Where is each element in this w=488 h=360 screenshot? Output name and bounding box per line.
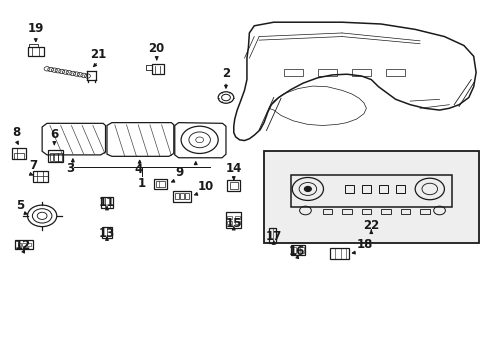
Bar	[227, 180, 240, 191]
Bar	[292, 247, 296, 253]
Text: 12: 12	[15, 239, 31, 252]
Bar	[28, 47, 43, 56]
Bar	[154, 179, 167, 189]
Circle shape	[304, 186, 311, 192]
Bar	[419, 209, 429, 215]
Bar	[341, 209, 351, 215]
Bar	[59, 153, 62, 161]
Bar	[385, 69, 405, 76]
Text: 9: 9	[175, 166, 183, 179]
Bar	[361, 209, 370, 215]
Bar	[48, 150, 63, 162]
Bar	[102, 227, 112, 238]
Bar	[54, 153, 58, 161]
Text: 10: 10	[198, 180, 214, 193]
Bar	[264, 151, 478, 243]
Bar	[22, 243, 26, 246]
Text: 21: 21	[90, 48, 106, 60]
Bar	[290, 175, 451, 207]
Bar	[14, 153, 24, 159]
Bar	[235, 216, 240, 219]
Bar	[235, 221, 240, 224]
Bar	[146, 65, 152, 69]
Text: 13: 13	[99, 227, 115, 240]
Text: 8: 8	[12, 126, 20, 139]
Bar	[33, 171, 48, 182]
Bar	[12, 148, 26, 159]
Text: 14: 14	[225, 162, 242, 175]
Bar	[174, 193, 178, 199]
Bar	[317, 69, 336, 76]
Text: 18: 18	[356, 238, 372, 251]
Bar	[180, 193, 183, 199]
Text: 15: 15	[225, 217, 242, 230]
Bar	[227, 216, 232, 219]
Bar	[322, 209, 331, 215]
Text: 4: 4	[134, 163, 142, 176]
Bar	[300, 247, 304, 253]
Text: 7: 7	[29, 159, 37, 172]
Bar	[101, 197, 113, 208]
Bar	[27, 243, 31, 246]
Text: 22: 22	[363, 219, 379, 232]
Bar	[18, 243, 21, 246]
Bar	[380, 209, 390, 215]
Bar	[361, 185, 370, 193]
Bar	[29, 44, 38, 46]
Bar	[226, 212, 241, 228]
Bar	[290, 245, 305, 255]
Bar	[378, 185, 387, 193]
Bar	[400, 209, 409, 215]
Text: 11: 11	[99, 197, 115, 210]
Bar	[283, 69, 303, 76]
Text: 16: 16	[288, 245, 305, 258]
Bar	[227, 221, 232, 224]
Bar	[269, 228, 276, 243]
Bar	[156, 181, 164, 187]
Bar	[344, 185, 353, 193]
Bar	[151, 64, 163, 74]
Bar	[229, 182, 237, 189]
Text: 20: 20	[148, 42, 164, 55]
Bar	[15, 240, 33, 249]
Bar	[172, 191, 191, 202]
Bar	[330, 248, 348, 258]
Text: 17: 17	[265, 230, 281, 243]
Text: 19: 19	[27, 22, 44, 36]
Text: 1: 1	[138, 177, 146, 190]
Text: 6: 6	[50, 127, 59, 140]
Text: 3: 3	[66, 162, 74, 175]
Text: 2: 2	[222, 67, 229, 80]
Bar	[395, 185, 404, 193]
Bar	[351, 69, 370, 76]
Bar	[50, 153, 53, 161]
Text: 5: 5	[16, 199, 24, 212]
Bar	[185, 193, 189, 199]
